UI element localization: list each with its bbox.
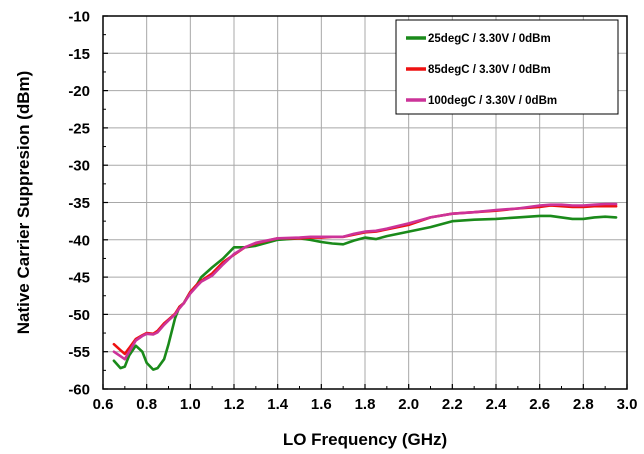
x-tick-label: 1.8 <box>355 396 376 413</box>
y-tick-label: -45 <box>68 270 90 287</box>
legend-label: 25degC / 3.30V / 0dBm <box>428 33 551 45</box>
x-tick-label: 1.0 <box>180 396 201 413</box>
y-tick-label: -35 <box>68 195 90 212</box>
y-tick-label: -10 <box>68 9 90 26</box>
series-line-3 <box>112 202 618 361</box>
x-axis-title: LO Frequency (GHz) <box>283 430 447 449</box>
y-tick-label: -25 <box>68 120 90 137</box>
x-tick-label: 2.0 <box>398 396 419 413</box>
y-tick-label: -55 <box>68 344 90 361</box>
legend-box <box>395 19 619 115</box>
y-tick-label: -20 <box>68 83 90 100</box>
y-tick-labels: -10 -15 -20 -25 -30 -35 -40 -45 -50 -55 -60 <box>68 9 90 399</box>
y-tick-label: -60 <box>68 382 90 399</box>
x-tick-labels: 0.6 0.8 1.0 1.2 1.4 1.6 1.8 2.0 2.2 2.4 2.6 2.8 3.0 <box>93 396 638 413</box>
y-tick-label: -50 <box>68 307 90 324</box>
x-tick-label: 2.6 <box>529 396 550 413</box>
legend: 25degC / 3.30V / 0dBm 85degC / 3.30V / 0d… <box>395 19 619 115</box>
x-tick-label: 2.8 <box>573 396 594 413</box>
x-tick-label: 1.2 <box>224 396 245 413</box>
x-tick-label: 1.6 <box>311 396 332 413</box>
legend-label: 100degC / 3.30V / 0dBm <box>428 95 557 107</box>
x-tick-label: 0.6 <box>93 396 114 413</box>
series-lines <box>112 202 618 371</box>
x-tick-label: 2.2 <box>442 396 463 413</box>
y-tick-label: -30 <box>68 158 90 175</box>
legend-label: 85degC / 3.30V / 0dBm <box>428 64 551 76</box>
x-tick-label: 1.4 <box>267 396 289 413</box>
y-tick-label: -40 <box>68 232 90 249</box>
x-tick-label: 2.4 <box>486 396 508 413</box>
y-axis-title: Native Carrier Suppresion (dBm) <box>14 71 33 335</box>
y-tick-label: -15 <box>68 46 90 63</box>
axis-ticks <box>102 15 628 390</box>
x-tick-label: 0.8 <box>136 396 157 413</box>
x-tick-label: 3.0 <box>617 396 638 413</box>
